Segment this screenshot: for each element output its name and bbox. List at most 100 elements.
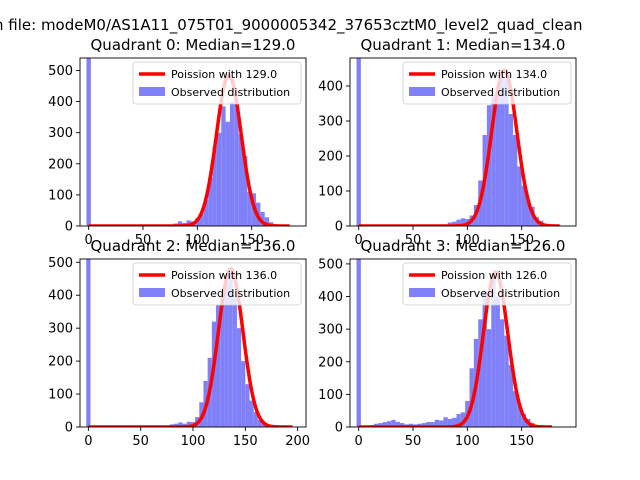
x-tick-label: 50 (135, 233, 152, 248)
y-tick-label: 300 (48, 322, 73, 337)
x-tick-label: 100 (455, 233, 480, 248)
x-tick-label: 0 (85, 233, 93, 248)
legend: Poission with 134.0 Observed distribution (402, 61, 572, 105)
histogram-bar (178, 422, 183, 427)
histogram-bars (86, 58, 278, 226)
y-tick-label: 200 (48, 355, 73, 370)
subplot-quadrant-3: 0 50 100 150 0 100 200 300 400 500 Poission with 1… (318, 237, 577, 449)
histogram-bar (220, 291, 225, 427)
histogram-bar (491, 94, 496, 226)
histogram-bar (242, 156, 248, 226)
subplot-title: Quadrant 1: Median=134.0 (361, 36, 566, 54)
subplot-title: Quadrant 2: Median=136.0 (91, 237, 296, 255)
legend-hist-swatch (409, 288, 435, 297)
histogram-bar (517, 166, 522, 226)
y-tick-label: 200 (318, 150, 343, 165)
legend: Poission with 126.0 Observed distribution (402, 262, 572, 306)
legend-entry-observed: Observed distribution (441, 86, 560, 99)
y-tick-label: 400 (48, 289, 73, 304)
y-tick-label: 500 (48, 256, 73, 271)
y-tick-label: 0 (65, 220, 73, 235)
x-tick-label: 50 (405, 434, 422, 449)
x-tick-label: 200 (285, 434, 310, 449)
histogram-bar (508, 365, 513, 427)
histogram-bar (439, 420, 444, 427)
subplot-title: Quadrant 3: Median=126.0 (361, 237, 566, 255)
y-tick-label: 100 (48, 388, 73, 403)
histogram-bar (499, 319, 505, 427)
poisson-curve (357, 270, 554, 427)
histogram-bar (356, 259, 361, 427)
histogram-bar (253, 412, 258, 427)
histogram-bar (495, 296, 500, 427)
histogram-bar (257, 419, 263, 427)
histogram-bar (504, 79, 509, 226)
legend-entry-poisson: Poission with 136.0 (171, 269, 277, 282)
histogram-bar (452, 221, 457, 226)
x-tick-label: 100 (181, 434, 206, 449)
histogram-bar (512, 391, 518, 427)
y-tick-label: 400 (318, 290, 343, 305)
x-tick-label: 150 (233, 434, 258, 449)
x-tick-label: 50 (405, 233, 422, 248)
subplot-title: Quadrant 0: Median=129.0 (91, 36, 296, 54)
histogram-bar (521, 413, 527, 427)
y-tick-label: 300 (318, 115, 343, 130)
histogram-bar (443, 417, 448, 427)
x-tick-label: 0 (355, 434, 363, 449)
y-tick-label: 0 (65, 421, 73, 436)
histogram-bar (199, 213, 204, 226)
legend-entry-poisson: Poission with 134.0 (441, 68, 547, 81)
legend-hist-swatch (139, 87, 165, 96)
histogram-bar (356, 58, 361, 226)
histogram-bar (382, 422, 387, 427)
histogram-bar (460, 218, 466, 226)
histogram-bar (391, 419, 396, 427)
histogram-bar (486, 105, 492, 226)
x-tick-label: 50 (132, 434, 149, 449)
legend: Poission with 129.0 Observed distribution (132, 61, 302, 105)
histogram-bar (86, 259, 91, 427)
y-tick-label: 200 (318, 355, 343, 370)
histogram-bar (228, 272, 233, 427)
y-tick-label: 500 (318, 257, 343, 272)
histogram-bar (434, 419, 440, 427)
histogram-bar (245, 384, 250, 427)
y-tick-label: 100 (318, 388, 343, 403)
y-tick-label: 500 (48, 64, 73, 79)
histogram-bar (399, 423, 405, 427)
histogram-bar (229, 101, 235, 226)
legend-box (402, 262, 572, 306)
histogram-bar (456, 219, 461, 226)
legend-entry-observed: Observed distribution (171, 287, 290, 300)
subplot-quadrant-2: 0 50 100 150 200 0 100 200 300 400 500 Poission wit… (48, 237, 310, 449)
y-tick-label: 0 (335, 220, 343, 235)
x-tick-label: 150 (509, 434, 534, 449)
y-tick-label: 200 (48, 157, 73, 172)
x-tick-label: 100 (185, 233, 210, 248)
histogram-bar (260, 212, 265, 226)
histogram-bar (482, 289, 487, 427)
y-tick-label: 100 (48, 188, 73, 203)
histogram-bar (208, 177, 213, 226)
histogram-bar (177, 221, 183, 226)
histogram-bar (186, 421, 191, 427)
figure-suptitle: n file: modeM0/AS1A11_075T01_9000005342_… (0, 16, 583, 35)
legend-hist-swatch (409, 87, 435, 96)
histogram-bar (430, 422, 435, 427)
histogram-bar (460, 412, 466, 427)
x-tick-label: 150 (509, 233, 534, 248)
legend-entry-observed: Observed distribution (171, 86, 290, 99)
histogram-bar (517, 404, 522, 427)
histogram-bar (232, 295, 237, 427)
histogram-bar (241, 361, 246, 427)
histogram-bar (504, 335, 509, 427)
histogram-bar (508, 114, 513, 226)
histogram-bar (236, 328, 242, 427)
histogram-bar (224, 282, 229, 427)
y-tick-label: 400 (318, 80, 343, 95)
histogram-bar (452, 417, 457, 427)
histogram-bar (216, 305, 221, 427)
histogram-bar (247, 191, 252, 226)
